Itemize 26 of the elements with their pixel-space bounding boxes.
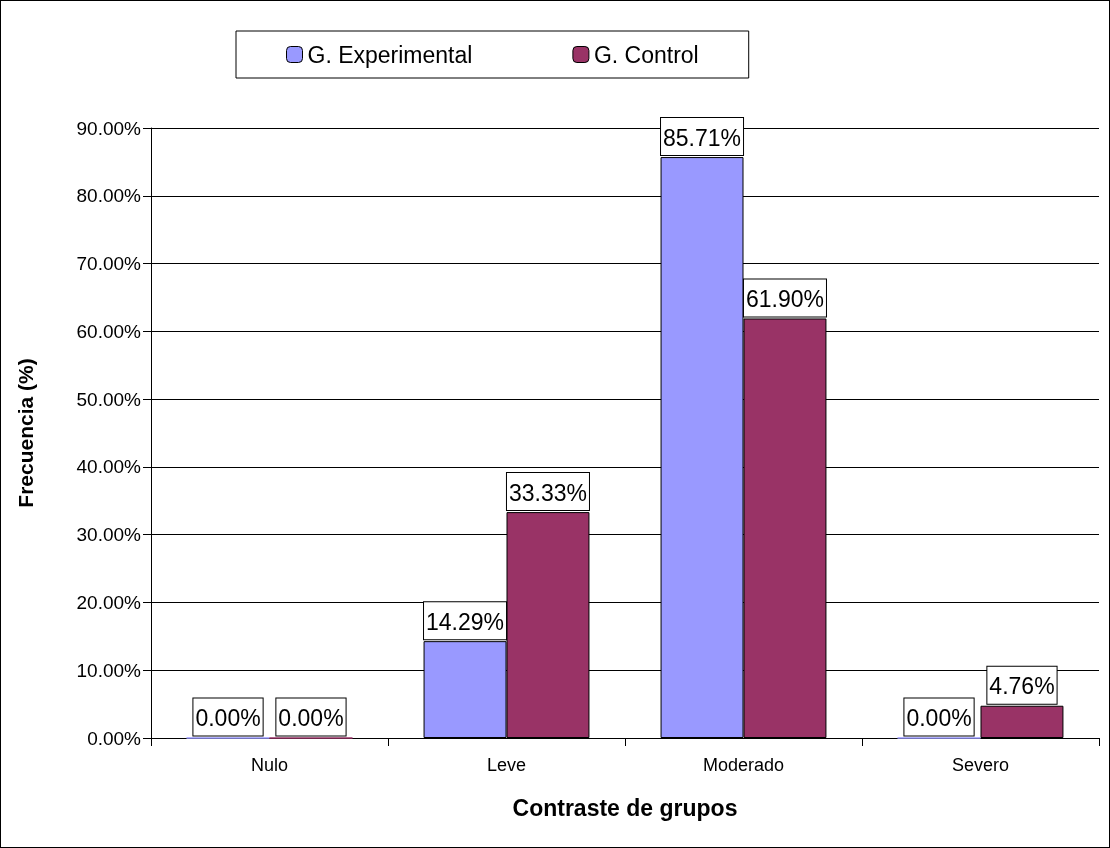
x-tick-label: Moderado xyxy=(702,755,785,775)
data-label: 0.00% xyxy=(278,705,344,731)
y-tick-label: 40.00% xyxy=(76,456,142,478)
data-label: 4.76% xyxy=(989,673,1055,700)
x-tick-label: Severo xyxy=(951,755,1010,775)
y-tick-label: 0.00% xyxy=(87,727,142,749)
y-tick-label: 50.00% xyxy=(76,388,142,410)
y-tick-label: 30.00% xyxy=(76,524,142,546)
data-label: 33.33% xyxy=(508,479,587,506)
y-tick-label: 70.00% xyxy=(76,253,142,275)
legend-label: G. Experimental xyxy=(307,41,473,68)
y-tick-label: 90.00% xyxy=(76,117,142,139)
y-tick-label: 60.00% xyxy=(76,320,142,342)
legend-label: G. Control xyxy=(593,41,699,68)
y-tick-label: 80.00% xyxy=(76,185,142,207)
y-axis-title: Frecuencia (%) xyxy=(14,358,37,508)
data-label: 61.90% xyxy=(745,285,824,312)
x-axis-title: Contraste de grupos xyxy=(512,794,738,821)
x-tick-label: Nulo xyxy=(250,755,289,775)
data-label: 14.29% xyxy=(426,608,505,635)
y-tick-label: 20.00% xyxy=(76,591,142,613)
y-tick-label: 10.00% xyxy=(76,659,142,681)
data-label: 85.71% xyxy=(663,124,742,151)
x-tick-label: Leve xyxy=(486,755,527,775)
data-label: 0.00% xyxy=(906,705,972,731)
data-label: 0.00% xyxy=(195,705,261,731)
